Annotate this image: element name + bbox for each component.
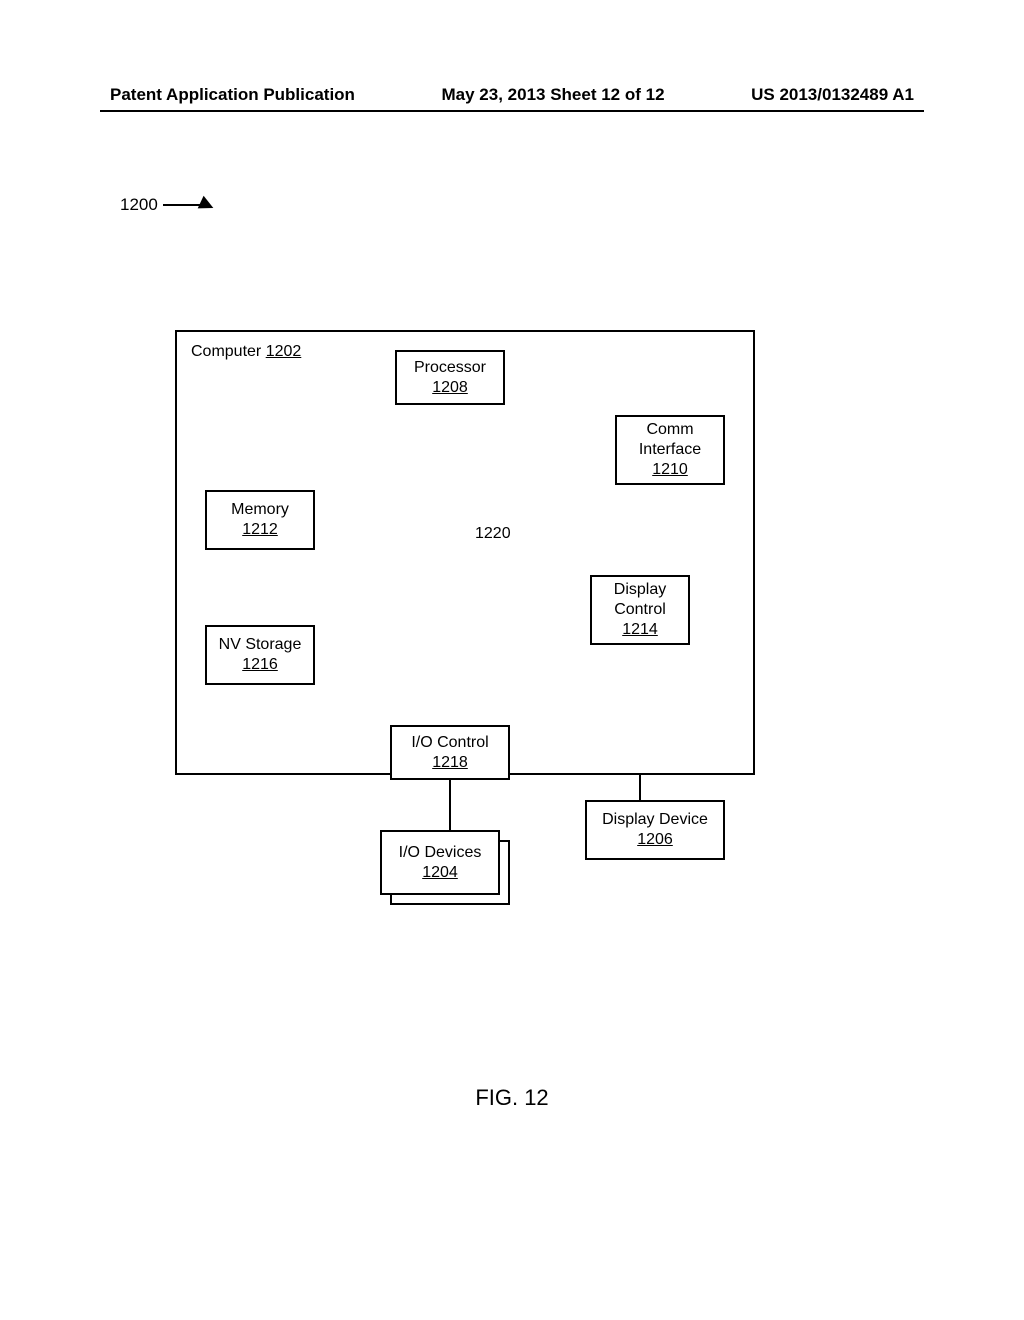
computer-label-text: Computer xyxy=(191,343,261,360)
display-control-box: Display Control 1214 xyxy=(590,575,690,645)
display-ctrl-num: 1214 xyxy=(592,620,688,640)
io-devices-label: I/O Devices xyxy=(382,843,498,863)
block-diagram: Computer 1202 Processor 1208 Comm Interf… xyxy=(175,330,755,950)
io-control-box: I/O Control 1218 xyxy=(390,725,510,780)
nv-storage-label: NV Storage xyxy=(207,635,313,655)
processor-label: Processor xyxy=(397,358,503,378)
display-ctrl-line1: Display xyxy=(592,580,688,600)
processor-box: Processor 1208 xyxy=(395,350,505,405)
arrow-line xyxy=(163,204,203,206)
display-ctrl-line2: Control xyxy=(592,600,688,620)
arrow-head-icon xyxy=(198,196,217,215)
display-device-label: Display Device xyxy=(587,810,723,830)
memory-box: Memory 1212 xyxy=(205,490,315,550)
bus-label: 1220 xyxy=(475,525,511,543)
nv-storage-num: 1216 xyxy=(207,655,313,675)
io-devices-box: I/O Devices 1204 xyxy=(380,830,500,895)
computer-label: Computer 1202 xyxy=(191,343,301,360)
comm-interface-box: Comm Interface 1210 xyxy=(615,415,725,485)
memory-label: Memory xyxy=(207,500,313,520)
display-device-box: Display Device 1206 xyxy=(585,800,725,860)
display-device-num: 1206 xyxy=(587,830,723,850)
figure-caption: FIG. 12 xyxy=(0,1085,1024,1111)
header-left: Patent Application Publication xyxy=(110,85,355,105)
comm-num: 1210 xyxy=(617,460,723,480)
page-header: Patent Application Publication May 23, 2… xyxy=(0,85,1024,105)
io-devices-num: 1204 xyxy=(382,863,498,883)
comm-label-line1: Comm xyxy=(617,420,723,440)
header-center: May 23, 2013 Sheet 12 of 12 xyxy=(442,85,665,105)
nv-storage-box: NV Storage 1216 xyxy=(205,625,315,685)
comm-label-line2: Interface xyxy=(617,440,723,460)
header-right: US 2013/0132489 A1 xyxy=(751,85,914,105)
io-control-num: 1218 xyxy=(392,753,508,773)
memory-num: 1212 xyxy=(207,520,313,540)
figure-reference: 1200 xyxy=(120,195,214,215)
processor-num: 1208 xyxy=(397,378,503,398)
header-rule xyxy=(100,110,924,112)
figure-reference-label: 1200 xyxy=(120,195,158,215)
computer-label-num: 1202 xyxy=(266,343,302,360)
io-control-label: I/O Control xyxy=(392,733,508,753)
